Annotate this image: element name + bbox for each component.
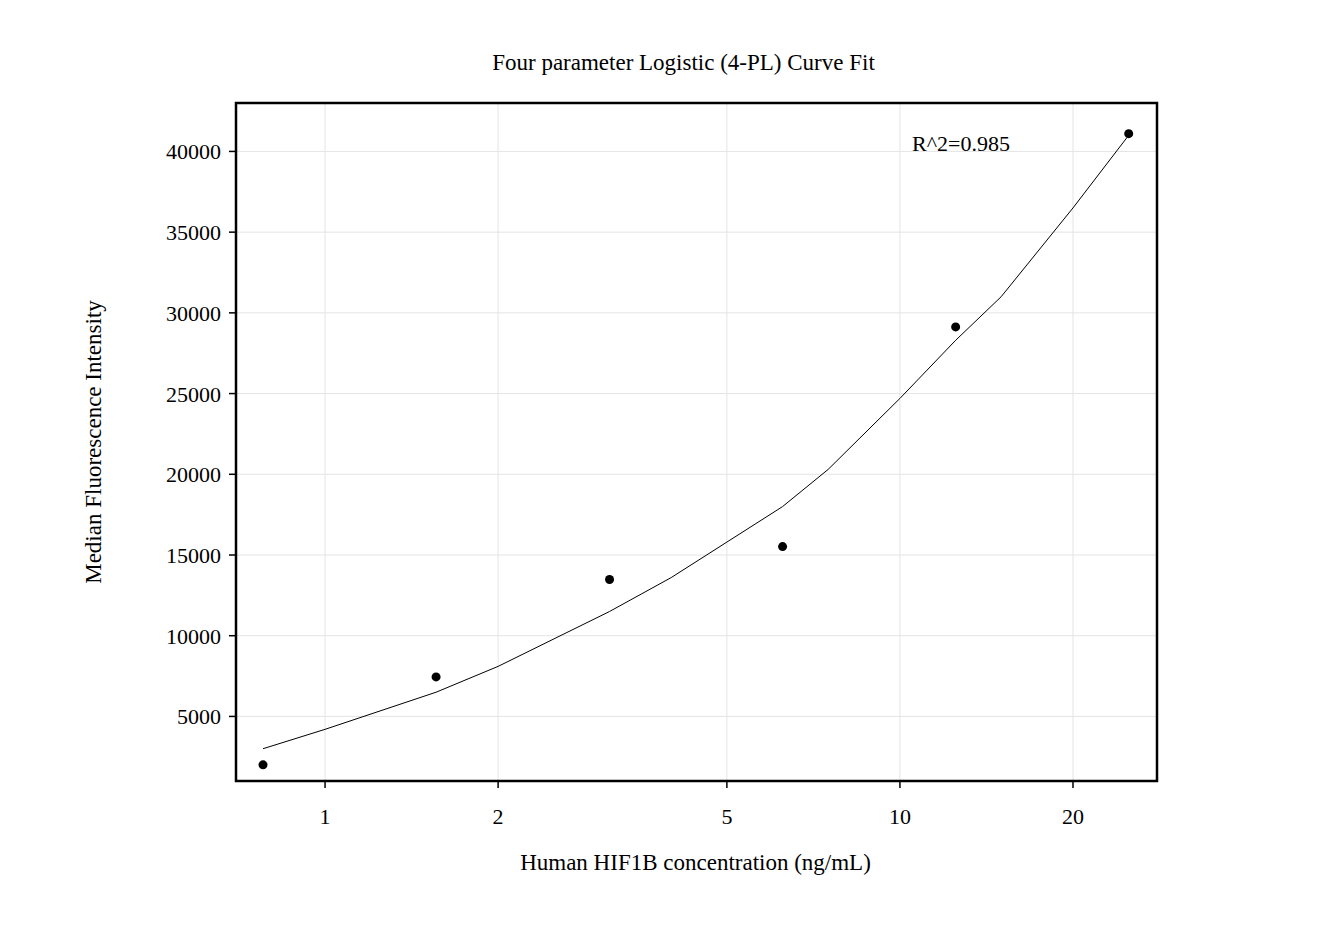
- y-grid-line: [236, 474, 1157, 475]
- chart: 1 2 5 10 20 5000 10000 15000 20000 25000 30000 3500…: [0, 0, 1338, 932]
- y-tick: [229, 231, 236, 233]
- x-tick: [726, 781, 728, 788]
- x-grid-line: [1072, 103, 1073, 781]
- y-tick-label: 40000: [166, 139, 221, 164]
- y-axis-label: Median Fluorescence Intensity: [81, 300, 106, 584]
- y-tick: [229, 151, 236, 153]
- y-tick-label: 25000: [166, 382, 221, 407]
- x-tick-label: 2: [493, 804, 504, 829]
- data-point: [778, 542, 787, 551]
- plot-frame: [236, 103, 1157, 781]
- x-grid-line: [899, 103, 900, 781]
- x-grid-line: [726, 103, 727, 781]
- y-tick: [229, 474, 236, 476]
- y-tick: [229, 393, 236, 395]
- x-tick-label: 10: [889, 804, 911, 829]
- x-tick-label: 20: [1062, 804, 1084, 829]
- x-tick: [324, 781, 326, 788]
- x-grid-line: [325, 103, 326, 781]
- x-tick-label: 1: [320, 804, 331, 829]
- y-grid-line: [236, 232, 1157, 233]
- x-grid-line: [498, 103, 499, 781]
- y-tick-label: 15000: [166, 543, 221, 568]
- y-grid-line: [236, 312, 1157, 313]
- data-point: [951, 322, 960, 331]
- data-point: [1124, 129, 1133, 138]
- grid: [236, 103, 1157, 781]
- data-point: [259, 760, 268, 769]
- fit-curve: [263, 135, 1129, 748]
- title: Four parameter Logistic (4-PL) Curve Fit: [492, 50, 875, 75]
- y-tick-label: 20000: [166, 462, 221, 487]
- y-grid-line: [236, 635, 1157, 636]
- y-tick: [229, 554, 236, 556]
- y-tick-label: 10000: [166, 624, 221, 649]
- axes: 1 2 5 10 20 5000 10000 15000 20000 25000 30000 3500…: [166, 139, 1084, 829]
- y-tick: [229, 635, 236, 637]
- x-tick-label: 5: [721, 804, 732, 829]
- y-tick-label: 5000: [177, 704, 221, 729]
- x-axis-label: Human HIF1B concentration (ng/mL): [520, 850, 871, 875]
- x-tick: [497, 781, 499, 788]
- y-grid-line: [236, 716, 1157, 717]
- data-area: [259, 129, 1134, 769]
- y-tick: [229, 312, 236, 314]
- y-grid-line: [236, 151, 1157, 152]
- x-tick: [899, 781, 901, 788]
- data-point: [605, 575, 614, 584]
- annotation: R^2=0.985: [912, 131, 1010, 156]
- y-grid-line: [236, 555, 1157, 556]
- y-grid-line: [236, 393, 1157, 394]
- background: [0, 0, 1338, 932]
- y-tick: [229, 716, 236, 718]
- data-point: [432, 672, 441, 681]
- x-tick: [1072, 781, 1074, 788]
- y-tick-label: 30000: [166, 301, 221, 326]
- y-tick-label: 35000: [166, 220, 221, 245]
